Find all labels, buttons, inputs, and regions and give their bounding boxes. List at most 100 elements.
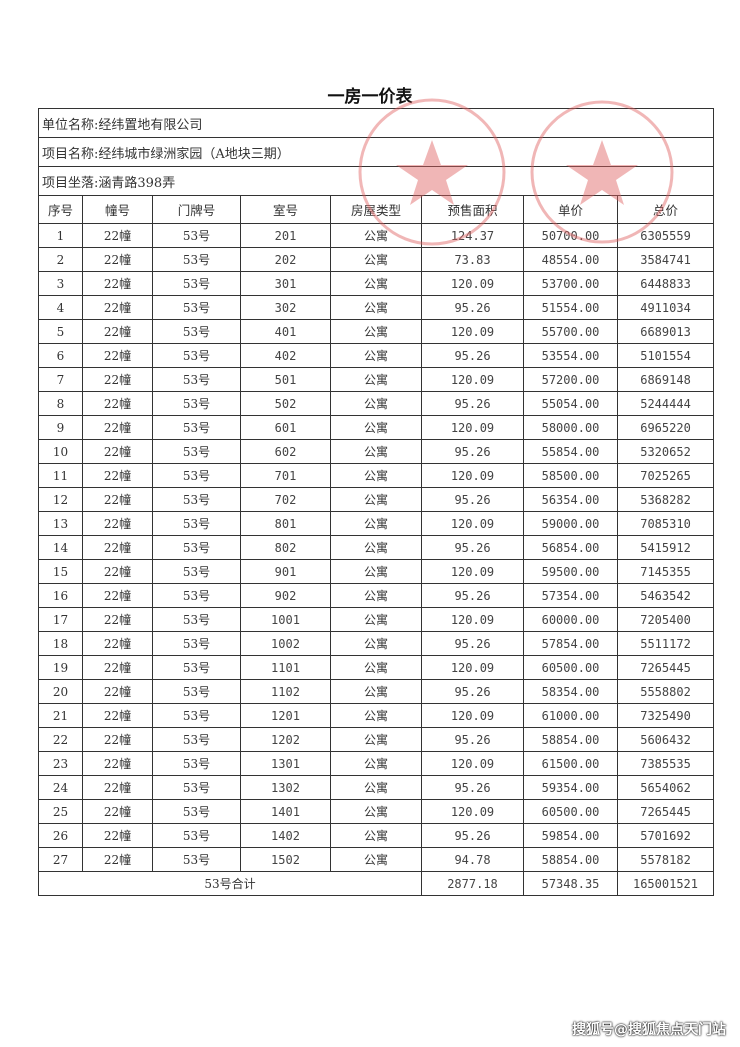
- unit-price: 59500.00: [523, 559, 618, 584]
- building: 22幢: [82, 751, 153, 776]
- building: 22幢: [82, 367, 153, 392]
- watermark: 搜狐号@搜狐焦点天门站: [572, 1022, 726, 1038]
- total-row: 53号合计 2877.18 57348.35 165001521: [38, 871, 715, 896]
- room-number: 302: [240, 295, 331, 320]
- building: 22幢: [82, 727, 153, 752]
- presale-area: 120.09: [421, 655, 524, 680]
- table-row: 17 22幢 53号 1001 公寓 120.09 60000.00 7205400: [38, 607, 715, 632]
- total-price: 5415912: [616, 535, 715, 560]
- row-index: 8: [38, 391, 83, 416]
- total-area: 2877.18: [421, 871, 524, 896]
- unit-price: 55700.00: [523, 319, 618, 344]
- house-type: 公寓: [330, 511, 422, 536]
- building: 22幢: [82, 847, 153, 872]
- total-price: 6689013: [616, 319, 715, 344]
- door-number: 53号: [152, 751, 241, 776]
- table-row: 6 22幢 53号 402 公寓 95.26 53554.00 5101554: [38, 343, 715, 368]
- door-number: 53号: [152, 247, 241, 272]
- total-price: 5101554: [616, 343, 715, 368]
- unit-price: 57854.00: [523, 631, 618, 656]
- table-row: 26 22幢 53号 1402 公寓 95.26 59854.00 5701692: [38, 823, 715, 848]
- total-price: 5463542: [616, 583, 715, 608]
- door-number: 53号: [152, 799, 241, 824]
- row-index: 12: [38, 487, 83, 512]
- door-number: 53号: [152, 535, 241, 560]
- door-number: 53号: [152, 703, 241, 728]
- column-header: 单价: [523, 195, 618, 224]
- unit-price: 60500.00: [523, 655, 618, 680]
- table-row: 25 22幢 53号 1401 公寓 120.09 60500.00 7265445: [38, 799, 715, 824]
- house-type: 公寓: [330, 607, 422, 632]
- table-row: 24 22幢 53号 1302 公寓 95.26 59354.00 5654062: [38, 775, 715, 800]
- room-number: 502: [240, 391, 331, 416]
- unit-price: 55054.00: [523, 391, 618, 416]
- total-price: 6869148: [616, 367, 715, 392]
- building: 22幢: [82, 295, 153, 320]
- column-header: 总价: [616, 195, 715, 224]
- presale-area: 95.26: [421, 775, 524, 800]
- column-header: 序号: [38, 195, 83, 224]
- door-number: 53号: [152, 631, 241, 656]
- building: 22幢: [82, 319, 153, 344]
- building: 22幢: [82, 247, 153, 272]
- unit-price: 59354.00: [523, 775, 618, 800]
- presale-area: 120.09: [421, 271, 524, 296]
- house-type: 公寓: [330, 319, 422, 344]
- table-row: 1 22幢 53号 201 公寓 124.37 50700.00 6305559: [38, 223, 715, 248]
- table-row: 11 22幢 53号 701 公寓 120.09 58500.00 7025265: [38, 463, 715, 488]
- row-index: 23: [38, 751, 83, 776]
- door-number: 53号: [152, 655, 241, 680]
- total-price: 7085310: [616, 511, 715, 536]
- total-price: 5244444: [616, 391, 715, 416]
- house-type: 公寓: [330, 343, 422, 368]
- unit-price: 58854.00: [523, 847, 618, 872]
- room-number: 201: [240, 223, 331, 248]
- total-price: 7205400: [616, 607, 715, 632]
- door-number: 53号: [152, 511, 241, 536]
- room-number: 702: [240, 487, 331, 512]
- row-index: 15: [38, 559, 83, 584]
- room-number: 301: [240, 271, 331, 296]
- column-header: 室号: [240, 195, 331, 224]
- presale-area: 120.09: [421, 799, 524, 824]
- room-number: 901: [240, 559, 331, 584]
- row-index: 18: [38, 631, 83, 656]
- total-price: 5654062: [616, 775, 715, 800]
- room-number: 1101: [240, 655, 331, 680]
- total-price: 3584741: [616, 247, 715, 272]
- row-index: 21: [38, 703, 83, 728]
- unit-price: 48554.00: [523, 247, 618, 272]
- column-header: 幢号: [82, 195, 153, 224]
- total-price: 6965220: [616, 415, 715, 440]
- building: 22幢: [82, 703, 153, 728]
- presale-area: 120.09: [421, 703, 524, 728]
- table-row: 14 22幢 53号 802 公寓 95.26 56854.00 5415912: [38, 535, 715, 560]
- row-index: 1: [38, 223, 83, 248]
- door-number: 53号: [152, 319, 241, 344]
- row-index: 27: [38, 847, 83, 872]
- house-type: 公寓: [330, 799, 422, 824]
- unit-price: 51554.00: [523, 295, 618, 320]
- room-number: 1302: [240, 775, 331, 800]
- table-row: 22 22幢 53号 1202 公寓 95.26 58854.00 5606432: [38, 727, 715, 752]
- table-row: 5 22幢 53号 401 公寓 120.09 55700.00 6689013: [38, 319, 715, 344]
- table-row: 2 22幢 53号 202 公寓 73.83 48554.00 3584741: [38, 247, 715, 272]
- door-number: 53号: [152, 823, 241, 848]
- unit-price: 59000.00: [523, 511, 618, 536]
- house-type: 公寓: [330, 487, 422, 512]
- building: 22幢: [82, 799, 153, 824]
- room-number: 1502: [240, 847, 331, 872]
- total-price: 5701692: [616, 823, 715, 848]
- row-index: 5: [38, 319, 83, 344]
- door-number: 53号: [152, 727, 241, 752]
- house-type: 公寓: [330, 463, 422, 488]
- row-index: 6: [38, 343, 83, 368]
- total-price: 7265445: [616, 655, 715, 680]
- door-number: 53号: [152, 607, 241, 632]
- table-row: 4 22幢 53号 302 公寓 95.26 51554.00 4911034: [38, 295, 715, 320]
- table-row: 12 22幢 53号 702 公寓 95.26 56354.00 5368282: [38, 487, 715, 512]
- table-row: 15 22幢 53号 901 公寓 120.09 59500.00 7145355: [38, 559, 715, 584]
- building: 22幢: [82, 415, 153, 440]
- building: 22幢: [82, 607, 153, 632]
- column-header: 预售面积: [421, 195, 524, 224]
